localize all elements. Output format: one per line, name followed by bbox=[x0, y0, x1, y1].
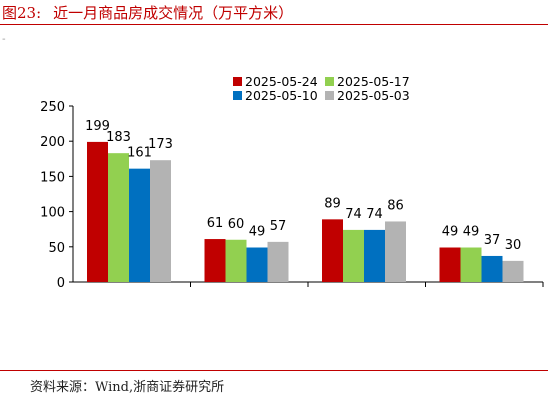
margin-mark: - bbox=[2, 34, 6, 45]
data-label: 57 bbox=[270, 219, 287, 234]
bar bbox=[150, 160, 171, 282]
source-note: 资料来源：Wind,浙商证券研究所 bbox=[30, 380, 225, 395]
figure-title: 图23: 近一月商品房成交情况（万平方米） bbox=[2, 2, 293, 23]
y-tick-label: 0 bbox=[57, 276, 65, 291]
data-label: 49 bbox=[249, 225, 266, 240]
bar bbox=[129, 168, 150, 282]
bar bbox=[204, 239, 226, 282]
footer-divider bbox=[0, 370, 548, 371]
bar bbox=[267, 241, 289, 282]
figure-number: 图23: bbox=[2, 4, 42, 22]
bar bbox=[502, 260, 524, 282]
bar bbox=[439, 247, 461, 282]
figure-title-text: 近一月商品房成交情况（万平方米） bbox=[53, 4, 294, 22]
data-label: 49 bbox=[463, 225, 480, 240]
legend-swatch bbox=[233, 77, 242, 86]
y-tick-label: 50 bbox=[48, 241, 65, 256]
bar bbox=[364, 229, 385, 282]
data-label: 60 bbox=[228, 217, 245, 232]
y-tick-label: 100 bbox=[40, 206, 65, 221]
data-label: 173 bbox=[148, 137, 173, 152]
legend-label: 2025-05-17 bbox=[337, 74, 410, 89]
y-tick-label: 250 bbox=[40, 100, 65, 115]
data-label: 199 bbox=[85, 119, 110, 134]
data-label: 74 bbox=[345, 207, 362, 222]
bar bbox=[343, 229, 364, 282]
legend-swatch bbox=[325, 91, 334, 100]
bar bbox=[246, 247, 268, 282]
data-label: 37 bbox=[484, 233, 501, 248]
legend-swatch bbox=[233, 91, 242, 100]
bar bbox=[385, 221, 406, 282]
y-tick-label: 200 bbox=[40, 135, 65, 150]
data-label: 49 bbox=[442, 225, 459, 240]
bar bbox=[460, 247, 482, 282]
data-label: 30 bbox=[505, 238, 522, 253]
legend-label: 2025-05-10 bbox=[245, 88, 318, 103]
data-label: 74 bbox=[366, 207, 383, 222]
data-label: 86 bbox=[387, 198, 404, 213]
data-label: 161 bbox=[127, 146, 152, 161]
legend-swatch bbox=[325, 77, 334, 86]
data-label: 183 bbox=[106, 130, 131, 145]
data-label: 61 bbox=[207, 216, 224, 231]
data-label: 89 bbox=[324, 196, 341, 211]
y-tick-label: 150 bbox=[40, 170, 65, 185]
bar bbox=[108, 153, 129, 282]
legend-label: 2025-05-03 bbox=[337, 88, 410, 103]
title-divider bbox=[0, 24, 548, 25]
bar bbox=[322, 219, 343, 282]
bar bbox=[225, 239, 247, 282]
bar bbox=[481, 255, 503, 282]
bar bbox=[87, 141, 108, 282]
legend-label: 2025-05-24 bbox=[245, 74, 318, 89]
